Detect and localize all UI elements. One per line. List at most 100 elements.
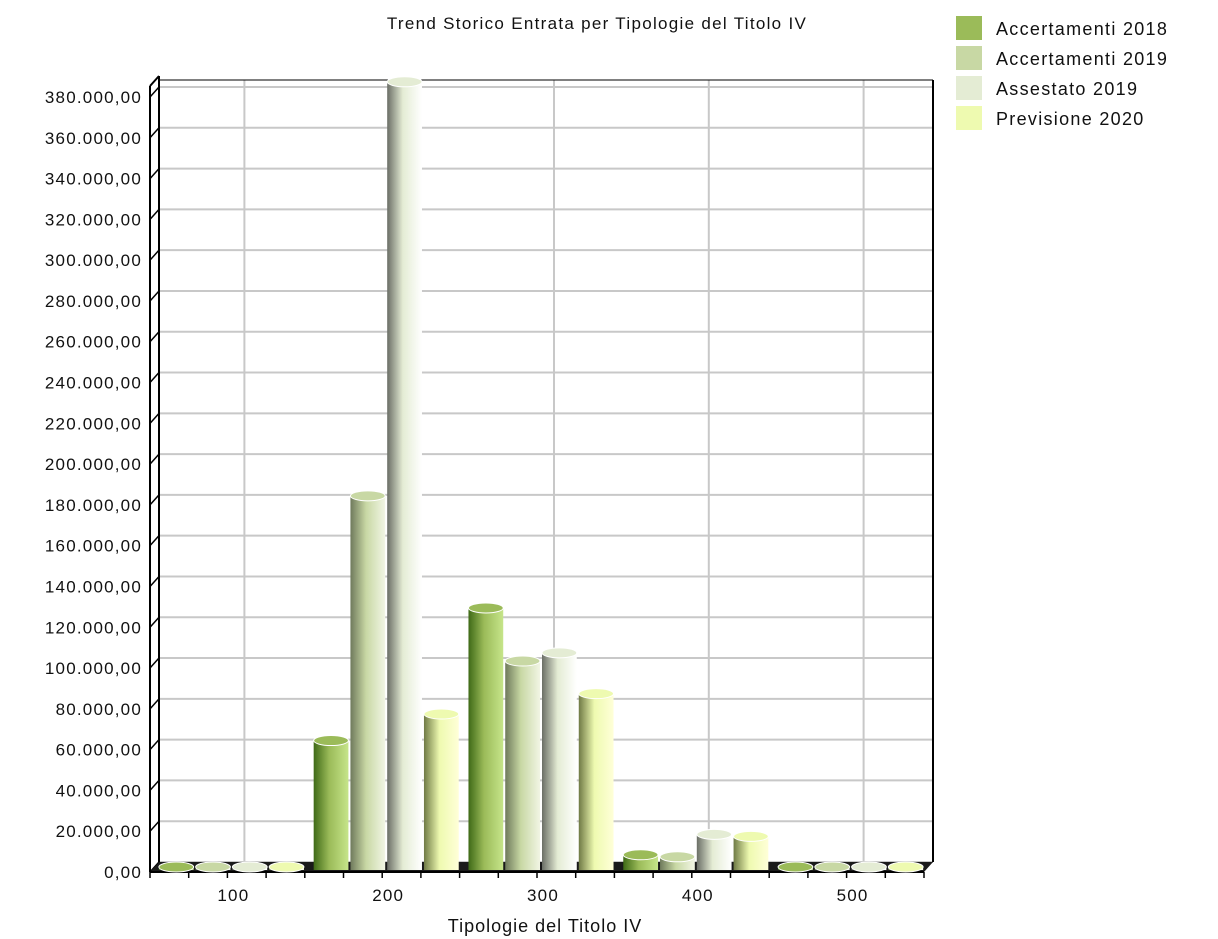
y-tick-label: 200.000,00 bbox=[45, 455, 142, 474]
y-tick-mark bbox=[149, 331, 160, 343]
y-tick-label: 220.000,00 bbox=[45, 414, 142, 433]
chart-title: Trend Storico Entrata per Tipologie del … bbox=[387, 14, 807, 33]
y-tick-mark bbox=[149, 657, 160, 669]
bar-top bbox=[622, 849, 659, 861]
y-tick-label: 260.000,00 bbox=[45, 333, 142, 352]
y-tick-label: 120.000,00 bbox=[45, 618, 142, 637]
bar-body bbox=[387, 81, 422, 871]
bar bbox=[578, 688, 615, 870]
bar-top bbox=[733, 830, 769, 842]
y-tick-label: 300.000,00 bbox=[45, 251, 142, 270]
bar-top bbox=[313, 735, 349, 747]
y-tick-label: 320.000,00 bbox=[45, 210, 142, 229]
bar bbox=[423, 708, 460, 870]
y-tick-mark bbox=[149, 739, 160, 751]
legend-swatch bbox=[956, 16, 982, 40]
x-axis-title: Tipologie del Titolo IV bbox=[448, 916, 642, 936]
bar-body bbox=[578, 693, 614, 870]
bar-body bbox=[505, 661, 540, 870]
bar bbox=[851, 861, 887, 873]
bar bbox=[504, 655, 541, 870]
bar bbox=[659, 851, 696, 870]
bar-top bbox=[349, 490, 386, 502]
bar-body bbox=[733, 836, 769, 870]
y-tick-label: 40.000,00 bbox=[56, 781, 142, 800]
y-tick-mark bbox=[149, 127, 160, 139]
y-tick-labels: 0,00 20.000,00 40.000,00 60.000,00 80.000,00… bbox=[45, 88, 142, 882]
bar bbox=[887, 861, 924, 873]
axes bbox=[149, 75, 934, 878]
y-tick-mark bbox=[149, 290, 160, 302]
legend-label: Accertamenti 2019 bbox=[996, 49, 1168, 69]
bar-body bbox=[542, 652, 577, 870]
bar-top bbox=[814, 861, 851, 873]
bar-top bbox=[851, 861, 887, 873]
y-tick-label: 60.000,00 bbox=[56, 741, 142, 760]
bar-body bbox=[696, 834, 732, 870]
bar bbox=[195, 861, 231, 873]
y-tick-mark bbox=[149, 453, 160, 465]
bars bbox=[158, 76, 924, 873]
x-tick-label: 200 bbox=[372, 886, 404, 905]
x-tick-labels: 100 200 300 400 500 bbox=[217, 886, 869, 905]
y-tick-mark bbox=[149, 535, 160, 547]
y-tick-mark bbox=[149, 494, 160, 506]
bar bbox=[777, 861, 814, 873]
bar bbox=[622, 849, 659, 870]
bar-body bbox=[313, 740, 349, 870]
legend-label: Previsione 2020 bbox=[996, 109, 1145, 129]
y-tick-mark bbox=[149, 208, 160, 220]
bar-top bbox=[659, 851, 696, 863]
y-tick-label: 360.000,00 bbox=[45, 129, 142, 148]
y-tick-mark bbox=[149, 168, 160, 180]
y-tick-label: 340.000,00 bbox=[45, 170, 142, 189]
y-tick-mark bbox=[149, 249, 160, 261]
legend-label: Assestato 2019 bbox=[996, 79, 1138, 99]
bar bbox=[268, 861, 305, 873]
y-tick-label: 280.000,00 bbox=[45, 292, 142, 311]
bar-top bbox=[386, 76, 423, 88]
bar bbox=[814, 861, 851, 873]
bar-top bbox=[158, 861, 195, 873]
y-tick-label: 240.000,00 bbox=[45, 374, 142, 393]
y-tick-mark bbox=[149, 698, 160, 710]
y-tick-mark bbox=[149, 86, 160, 98]
y-tick-label: 80.000,00 bbox=[56, 700, 142, 719]
y-tick-mark bbox=[149, 779, 160, 791]
y-tick-label: 20.000,00 bbox=[56, 822, 142, 841]
y-tick-label: 180.000,00 bbox=[45, 496, 142, 515]
bar-top bbox=[268, 861, 305, 873]
bar-top bbox=[467, 602, 504, 614]
y-tick-label: 160.000,00 bbox=[45, 537, 142, 556]
bar-top bbox=[578, 688, 615, 700]
y-tick-mark bbox=[149, 412, 160, 424]
legend-swatch bbox=[956, 106, 982, 130]
bar-top bbox=[777, 861, 814, 873]
bar bbox=[313, 735, 349, 870]
x-tick-label: 100 bbox=[217, 886, 249, 905]
bar-top bbox=[696, 828, 733, 840]
x-tick-label: 500 bbox=[837, 886, 869, 905]
y-tick-mark bbox=[149, 616, 160, 628]
y-tick-label: 140.000,00 bbox=[45, 577, 142, 596]
bar-body bbox=[468, 607, 504, 870]
bar-top bbox=[423, 708, 460, 720]
bar bbox=[349, 490, 386, 870]
bar bbox=[386, 76, 423, 871]
x-tick-label: 300 bbox=[527, 886, 559, 905]
bar-body bbox=[350, 495, 386, 870]
bar-top bbox=[195, 861, 231, 873]
bar-body bbox=[423, 714, 459, 870]
y-tick-label: 0,00 bbox=[104, 863, 142, 882]
bar bbox=[467, 602, 504, 870]
legend-swatch bbox=[956, 46, 982, 70]
y-tick-mark bbox=[149, 575, 160, 587]
bar-top bbox=[504, 655, 541, 667]
bar bbox=[696, 828, 733, 870]
y-tick-label: 100.000,00 bbox=[45, 659, 142, 678]
y-axis-top-cap bbox=[149, 75, 160, 87]
bar-top bbox=[887, 861, 924, 873]
bar bbox=[231, 861, 268, 873]
bar bbox=[541, 647, 578, 870]
